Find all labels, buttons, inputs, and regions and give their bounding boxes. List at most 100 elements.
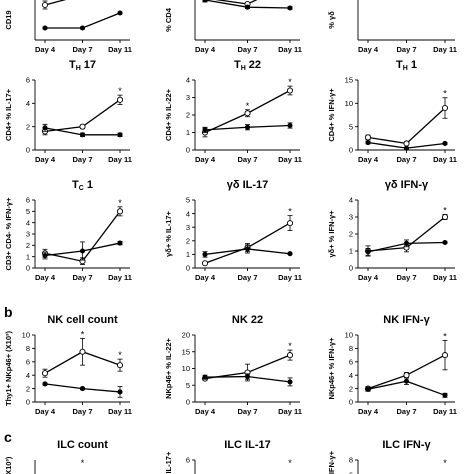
x-tick-label: Day 7 (396, 45, 416, 54)
data-point-filled (202, 0, 208, 3)
y-axis-label: γδ+ % IL-17+ (164, 210, 173, 256)
y-tick-label: 0 (186, 264, 190, 273)
y-tick-label: 0 (186, 146, 190, 155)
x-tick-label: Day 7 (396, 407, 416, 416)
significance-star: * (443, 89, 447, 99)
panel-title: ILC IFN-γ (382, 439, 431, 451)
y-tick-label: 5 (26, 207, 30, 216)
data-point-filled (117, 389, 123, 395)
y-tick-label: 10 (22, 331, 30, 340)
data-point-open (441, 213, 449, 221)
y-tick-label: 3 (186, 223, 190, 232)
x-tick-label: Day 7 (72, 273, 92, 282)
data-point-filled (244, 373, 251, 380)
y-tick-label: 6 (186, 456, 190, 465)
x-tick-label: Day 11 (433, 155, 457, 164)
y-tick-label: 4 (349, 371, 353, 380)
y-tick-label: 8 (26, 344, 30, 353)
x-tick-label: Day 4 (195, 45, 216, 54)
y-tick-label: 2 (349, 230, 353, 239)
significance-star: * (81, 329, 85, 339)
x-tick-label: Day 4 (358, 273, 379, 282)
panel-title: TC 1 (72, 179, 93, 192)
y-tick-label: 4 (186, 76, 190, 85)
y-tick-label: 0 (26, 398, 30, 407)
panel-title: TH 22 (234, 59, 261, 72)
y-tick-label: 2 (186, 111, 190, 120)
data-point-filled (42, 381, 48, 387)
panel-title: γδ IL-17 (227, 179, 269, 191)
y-axis-label: CD3+ CD4- % IFN-γ+ (4, 197, 13, 271)
title-rest: 17 (81, 59, 96, 71)
x-tick-label: Day 7 (72, 407, 92, 416)
y-axis-label: % γδ (327, 11, 336, 29)
y-axis-label: % CD4 (164, 7, 173, 32)
data-point-filled (244, 246, 251, 252)
y-axis-label: CD4+ % IL-17+ (4, 88, 13, 141)
y-tick-label: 6 (349, 471, 353, 474)
data-point-filled (365, 386, 371, 392)
y-tick-label: 15 (182, 347, 190, 356)
y-tick-label: 6 (26, 196, 30, 205)
panel-a-cd19: Day 4 Day 7 Day 11 CD19 (4, 0, 132, 54)
data-point-open (79, 123, 86, 130)
panel-gd-ifng: Day 4 Day 7 Day 11 γδ IFN-γ γδ+ % IFN-γ+ 0 1 2 3… (327, 179, 457, 282)
x-tick-label: Day 7 (237, 155, 257, 164)
panel-th17: Day 4 Day 7 Day 11 TH 17 CD4+ % IL-17+ 0 2 4 6 * (4, 59, 132, 164)
x-tick-label: Day 7 (72, 45, 92, 54)
x-tick-label: Day 4 (35, 45, 56, 54)
x-tick-label: Day 4 (358, 407, 379, 416)
data-point-filled (244, 124, 251, 130)
data-point-filled (202, 374, 208, 380)
y-tick-label: 10 (182, 364, 190, 373)
data-point-open (286, 220, 294, 227)
data-point-filled (287, 379, 293, 385)
panel-ilc-count: ILC count (X10³) * (4, 439, 108, 474)
y-tick-label: 4 (349, 196, 353, 205)
y-axis-label: NKp46+ % IFN-γ+ (327, 337, 336, 400)
x-tick-label: Day 11 (108, 273, 132, 282)
panel-title: ILC count (57, 439, 108, 451)
significance-star: * (118, 350, 122, 360)
data-point-filled (117, 10, 123, 16)
title-subscript: H (403, 65, 408, 72)
data-point-open (41, 1, 49, 9)
y-tick-label: 6 (26, 358, 30, 367)
y-tick-label: 0 (349, 398, 353, 407)
x-tick-label: Day 7 (237, 273, 257, 282)
data-point-filled (117, 132, 123, 138)
x-tick-label: Day 11 (278, 273, 302, 282)
significance-star: * (288, 77, 292, 87)
significance-star: * (288, 458, 292, 468)
data-point-filled (365, 139, 371, 146)
y-tick-label: 10 (345, 99, 353, 108)
title-main: T (396, 59, 403, 71)
y-tick-label: 2 (26, 122, 30, 131)
y-axis-label: CD4+ % IFN-γ+ (327, 88, 336, 142)
panels: Day 4 Day 7 Day 11 CD19 Day 4 Day 7 Day 11 % CD… (4, 0, 457, 474)
x-tick-label: Day 11 (278, 155, 302, 164)
panel-title: TH 17 (69, 59, 96, 72)
panel-title: γδ IFN-γ (385, 179, 429, 191)
data-point-filled (244, 4, 251, 10)
y-tick-label: 5 (186, 381, 190, 390)
y-tick-label: 0 (349, 146, 353, 155)
section-label-b: b (4, 304, 13, 320)
data-point-filled (287, 251, 293, 257)
y-tick-label: 8 (349, 456, 353, 465)
x-tick-label: Day 4 (195, 407, 216, 416)
y-axis-label: CD4+ % IL-22+ (164, 88, 173, 141)
y-tick-label: 1 (186, 128, 190, 137)
x-tick-label: Day 4 (358, 45, 379, 54)
panel-gd-il17: Day 4 Day 7 Day 11 γδ IL-17 γδ+ % IL-17+ 0 1 2 3… (164, 179, 302, 282)
data-point-filled (365, 249, 371, 255)
x-tick-label: Day 4 (35, 155, 56, 164)
panel-title: TH 1 (396, 59, 417, 72)
panel-th1: Day 4 Day 7 Day 11 TH 1 CD4+ % IFN-γ+ 0 5 10 15 * (327, 59, 457, 164)
data-point-open (116, 362, 124, 369)
significance-star: * (288, 207, 292, 217)
significance-star: * (288, 341, 292, 351)
title-rest: 1 (84, 179, 93, 191)
data-point-open (441, 352, 449, 359)
x-tick-label: Day 7 (237, 45, 257, 54)
